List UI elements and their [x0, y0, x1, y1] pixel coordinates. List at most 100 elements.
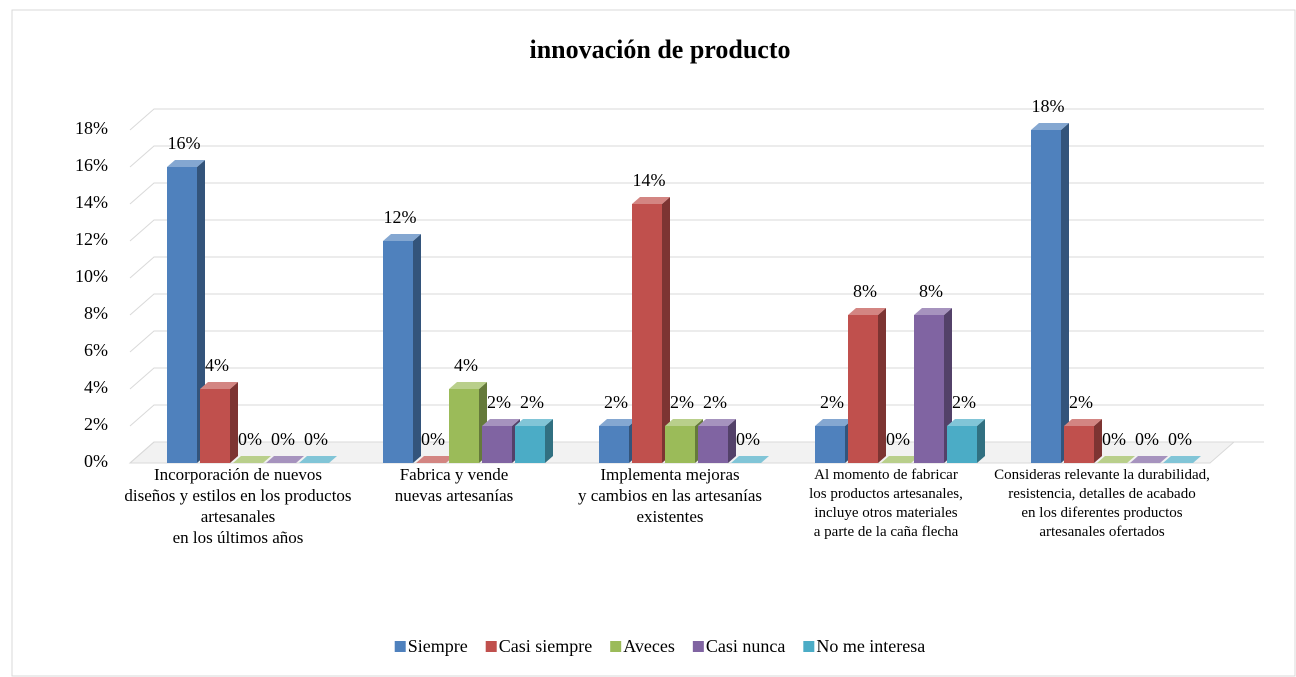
- bar-top: [632, 197, 670, 204]
- data-label: 18%: [1032, 96, 1065, 116]
- bar-front: [515, 426, 545, 463]
- grid-line: [129, 182, 1264, 205]
- data-label: 0%: [886, 429, 910, 449]
- data-label: 0%: [1135, 429, 1159, 449]
- bar-top: [1130, 456, 1168, 463]
- bar-front: [200, 389, 230, 463]
- bar-front: [848, 315, 878, 463]
- legend-swatch: [394, 641, 406, 652]
- data-label: 12%: [384, 207, 417, 227]
- bar-top: [266, 456, 304, 463]
- data-label: 8%: [919, 281, 943, 301]
- bar-front: [167, 167, 197, 463]
- bar: [167, 160, 205, 463]
- bar-top: [1031, 123, 1069, 130]
- bar: [266, 456, 304, 463]
- bar-top: [416, 456, 454, 463]
- x-tick-label: Fabrica y vende nuevas artesanías: [395, 465, 513, 505]
- bar-front: [815, 426, 845, 463]
- bar: [299, 456, 337, 463]
- bar: [1130, 456, 1168, 463]
- bar-side: [230, 382, 238, 463]
- bar-top: [881, 456, 919, 463]
- grid-line: [129, 108, 1264, 131]
- bar-side: [1094, 419, 1102, 463]
- bar-top: [233, 456, 271, 463]
- data-label: 2%: [703, 392, 727, 412]
- bar: [416, 456, 454, 463]
- bar-side: [545, 419, 553, 463]
- legend-swatch: [610, 641, 622, 652]
- bar: [1163, 456, 1201, 463]
- data-label: 14%: [633, 170, 666, 190]
- bar-front: [914, 315, 944, 463]
- legend-label: Casi siempre: [499, 636, 592, 656]
- bar-top: [947, 419, 985, 426]
- y-tick-label: 2%: [84, 414, 108, 434]
- y-tick-label: 18%: [75, 118, 108, 138]
- bar: [698, 419, 736, 463]
- bar: [1064, 419, 1102, 463]
- bar-front: [632, 204, 662, 463]
- bar-top: [815, 419, 853, 426]
- bar-side: [728, 419, 736, 463]
- data-label: 2%: [820, 392, 844, 412]
- bar: [881, 456, 919, 463]
- bar-top: [1064, 419, 1102, 426]
- bar-front: [449, 389, 479, 463]
- data-label: 4%: [205, 355, 229, 375]
- legend-swatch: [692, 641, 704, 652]
- bar-top: [482, 419, 520, 426]
- data-label: 2%: [952, 392, 976, 412]
- bar-top: [665, 419, 703, 426]
- bar: [815, 419, 853, 463]
- data-label: 2%: [487, 392, 511, 412]
- bar: [731, 456, 769, 463]
- data-label: 4%: [454, 355, 478, 375]
- grid-line: [129, 404, 1264, 427]
- data-label: 0%: [304, 429, 328, 449]
- legend-label: No me interesa: [816, 636, 925, 656]
- data-label: 0%: [421, 429, 445, 449]
- data-label: 0%: [1102, 429, 1126, 449]
- bar-top: [599, 419, 637, 426]
- x-tick-label: Incorporación de nuevos diseños y estilos…: [124, 465, 351, 547]
- data-label: 2%: [670, 392, 694, 412]
- bar-top: [449, 382, 487, 389]
- x-tick-label: Al momento de fabricar los productos arte…: [809, 467, 963, 540]
- chart-title: innovación de producto: [529, 35, 790, 64]
- bar-side: [878, 308, 886, 463]
- bar: [482, 419, 520, 463]
- x-tick-label: Consideras relevante la durabilidad, resi…: [994, 467, 1210, 540]
- bar-front: [1064, 426, 1094, 463]
- bar-top: [299, 456, 337, 463]
- legend: Siempre Casi siempre Aveces Casi nunca No me…: [394, 636, 925, 656]
- bar: [599, 419, 637, 463]
- bar-top: [914, 308, 952, 315]
- bar: [632, 197, 670, 463]
- data-label: 16%: [168, 133, 201, 153]
- y-tick-label: 10%: [75, 266, 108, 286]
- bar: [200, 382, 238, 463]
- data-label: 0%: [736, 429, 760, 449]
- grid-line: [129, 145, 1264, 168]
- legend-label: Siempre: [408, 636, 468, 656]
- legend-swatch: [803, 641, 815, 652]
- y-tick-label: 12%: [75, 229, 108, 249]
- bar-front: [947, 426, 977, 463]
- bar: [947, 419, 985, 463]
- legend-label: Aveces: [623, 636, 675, 656]
- bar-front: [698, 426, 728, 463]
- y-tick-label: 16%: [75, 155, 108, 175]
- bar: [383, 234, 421, 463]
- bar-top: [383, 234, 421, 241]
- y-tick-label: 14%: [75, 192, 108, 212]
- grid-line: [129, 330, 1264, 353]
- bar-top: [515, 419, 553, 426]
- data-label: 0%: [271, 429, 295, 449]
- data-label: 2%: [604, 392, 628, 412]
- grid-line: [129, 441, 1264, 464]
- bar: [665, 419, 703, 463]
- bar: [449, 382, 487, 463]
- bar: [233, 456, 271, 463]
